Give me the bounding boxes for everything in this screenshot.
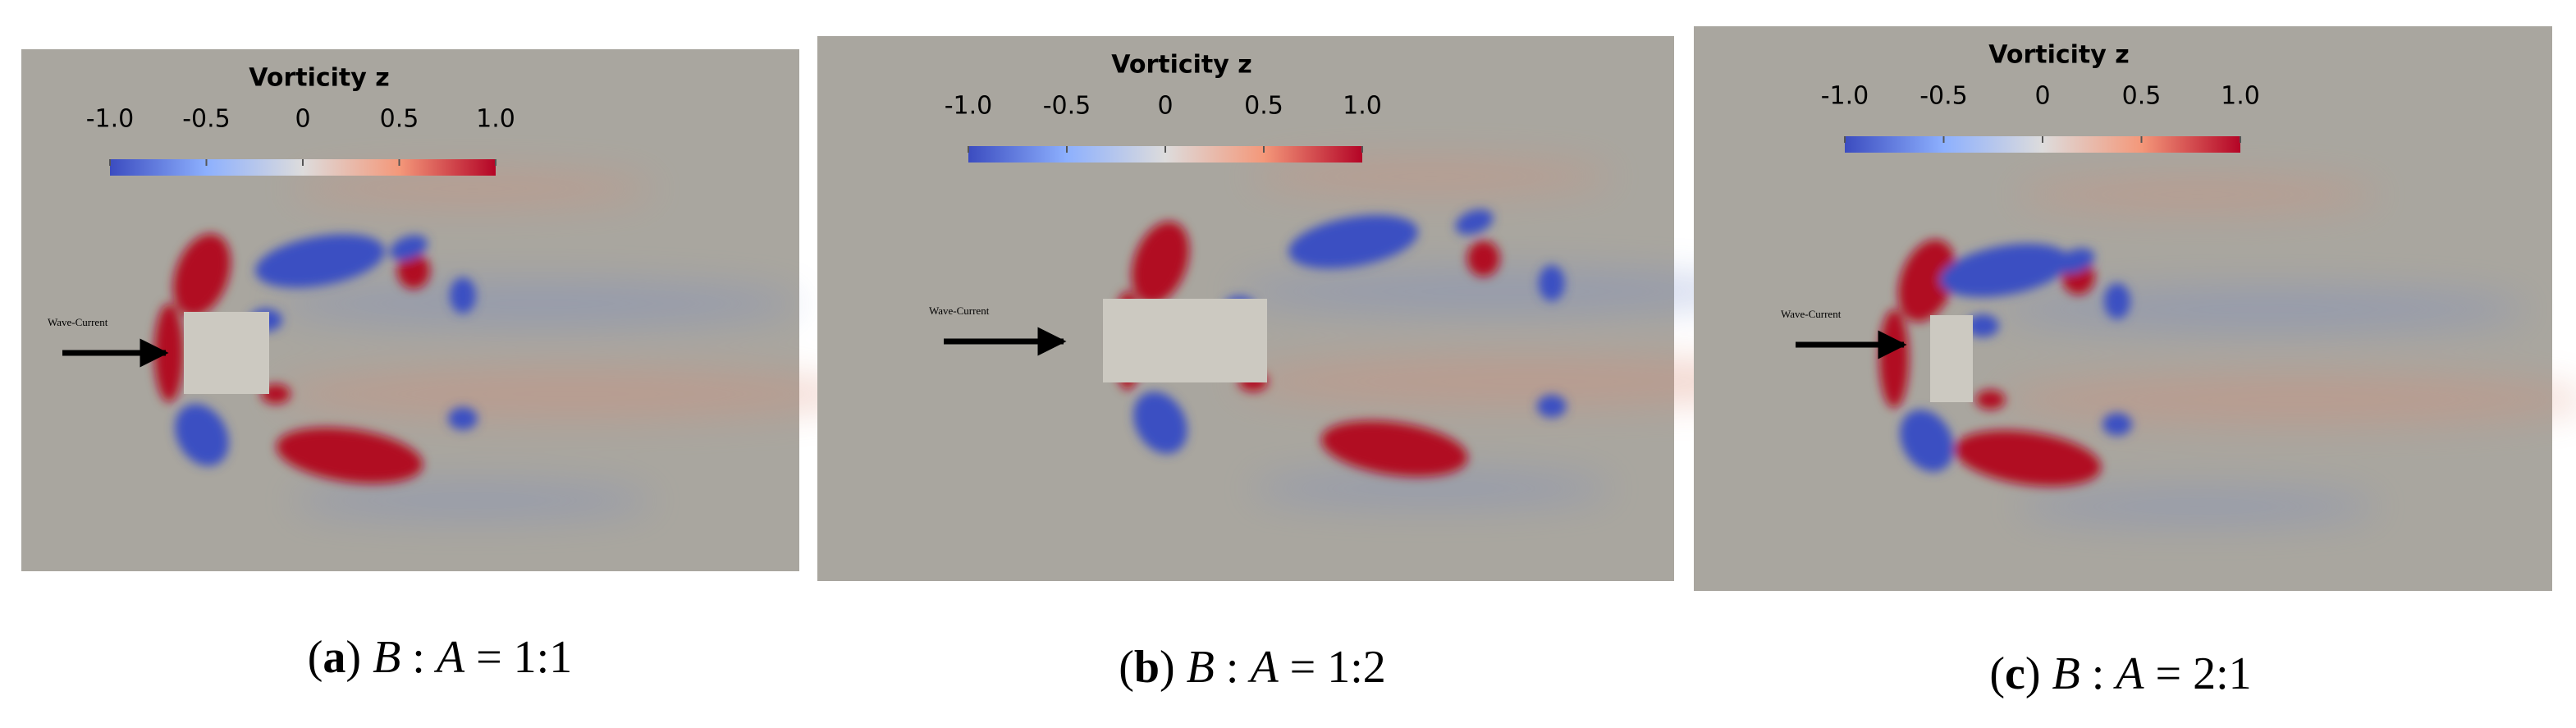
vortex <box>1939 243 2070 298</box>
colorbar-tick-label: -0.5 <box>1043 92 1091 121</box>
caption-part: B <box>2052 648 2080 699</box>
vortex <box>1898 239 1956 323</box>
colorbar-title: Vorticity z <box>1988 41 2129 70</box>
panel: Wave-Current Vorticity z -1.0 -0.5 0 0.5 1.0 <box>1694 26 2576 591</box>
vortex <box>1538 265 1565 301</box>
caption-part: c <box>2005 648 2025 699</box>
wake-stripe <box>1251 160 1612 193</box>
vortex <box>450 277 476 314</box>
vortex <box>2102 413 2132 436</box>
wake-stripe <box>292 484 653 517</box>
wake-stripe <box>276 369 867 419</box>
vortex <box>173 233 231 317</box>
vortex <box>1536 395 1567 418</box>
vortex <box>1900 410 1954 472</box>
colorbar-tick-label: -1.0 <box>1821 82 1869 111</box>
caption-part: A <box>2112 648 2144 699</box>
vortex <box>2057 248 2095 274</box>
vortex <box>2104 283 2130 319</box>
caption-part: B <box>1187 642 1215 693</box>
vortex <box>1133 391 1187 454</box>
vortex <box>154 304 184 402</box>
vortex <box>1975 390 2006 410</box>
caption-part: ) <box>1160 642 1175 693</box>
vortex <box>448 407 478 430</box>
wake-stripe <box>1251 472 1612 505</box>
caption-part: : <box>1226 642 1239 693</box>
caption: (b) B: A = 1:2 <box>1119 642 1386 693</box>
wake <box>1234 160 1825 505</box>
caption-part: ( <box>1119 642 1134 693</box>
caption-part: A <box>433 632 465 683</box>
vortex <box>1466 240 1500 277</box>
caption-part: : <box>2092 648 2105 699</box>
colorbar-tick-label: -1.0 <box>86 105 135 134</box>
vortex <box>397 253 430 289</box>
caption-part: : <box>412 632 425 683</box>
caption-part: ( <box>1989 648 2005 699</box>
caption-part: b <box>1134 642 1160 693</box>
vortex <box>1879 309 1909 408</box>
colorbar-tick-label: 0.5 <box>380 105 419 134</box>
vortices <box>154 233 478 484</box>
colorbar-title: Vorticity z <box>249 64 389 93</box>
colorbar-tick-label: 0.5 <box>2122 82 2162 111</box>
colorbar-tick-label: 1.0 <box>476 105 515 134</box>
vortex <box>389 235 428 261</box>
vortex <box>1320 420 1468 477</box>
colorbar-tick-label: 0 <box>295 105 310 134</box>
arrow-label: Wave-Current <box>48 316 108 328</box>
caption: (c) B: A = 2:1 <box>1989 648 2251 699</box>
wake <box>2001 178 2576 523</box>
vortex <box>1455 209 1494 236</box>
vortex <box>175 404 229 466</box>
wake-stripe <box>2001 288 2526 331</box>
wake-stripe <box>2017 490 2378 523</box>
caption-part: B <box>373 632 400 683</box>
caption-part: = <box>476 632 502 683</box>
caption-part: ( <box>308 632 323 683</box>
colorbar-tick-label: -0.5 <box>1919 82 1968 111</box>
colorbar-tick-label: 0.5 <box>1244 92 1283 121</box>
caption-part: 1:1 <box>514 632 573 683</box>
colorbar-title: Vorticity z <box>1111 51 1251 80</box>
wake-stripe <box>292 172 653 205</box>
arrow-label: Wave-Current <box>929 304 990 317</box>
wake-stripe <box>2017 178 2378 211</box>
vortex <box>1132 221 1189 304</box>
caption-part: A <box>1247 642 1279 693</box>
panel: Wave-Current Vorticity z -1.0 -0.5 0 0.5 1.0 <box>21 49 867 571</box>
panel: Wave-Current Vorticity z -1.0 -0.5 0 0.5 1.0 <box>817 36 1825 581</box>
wake-stripe <box>2001 375 2576 424</box>
caption-part: ) <box>345 632 361 683</box>
caption-part: = <box>1290 642 1316 693</box>
vortex <box>1966 314 1999 337</box>
colorbar-tick-label: 0 <box>2034 82 2050 111</box>
wake-stripe <box>276 282 801 325</box>
vortex <box>276 427 423 484</box>
arrow-label: Wave-Current <box>1781 308 1842 320</box>
wake-stripe <box>1234 270 1759 313</box>
colorbar-tick-label: 0 <box>1157 92 1173 121</box>
wake-stripe <box>1234 357 1825 406</box>
colorbar-tick-label: 1.0 <box>1343 92 1382 121</box>
cylinder <box>1930 315 1973 402</box>
cylinder <box>184 312 269 394</box>
cylinder <box>1103 299 1267 382</box>
vortex <box>1288 215 1419 269</box>
caption-part: 1:2 <box>1327 642 1386 693</box>
caption: (a) B: A = 1:1 <box>308 632 572 683</box>
vortex <box>255 234 385 288</box>
caption-part: a <box>323 632 345 683</box>
colorbar-tick-label: 1.0 <box>2221 82 2260 111</box>
caption-part: ) <box>2025 648 2041 699</box>
colorbar-tick-label: -0.5 <box>182 105 231 134</box>
colorbar-tick-label: -1.0 <box>945 92 993 121</box>
vortex <box>1954 430 2102 487</box>
caption-part: 2:1 <box>2193 648 2252 699</box>
caption-part: = <box>2156 648 2182 699</box>
wake <box>276 172 867 517</box>
